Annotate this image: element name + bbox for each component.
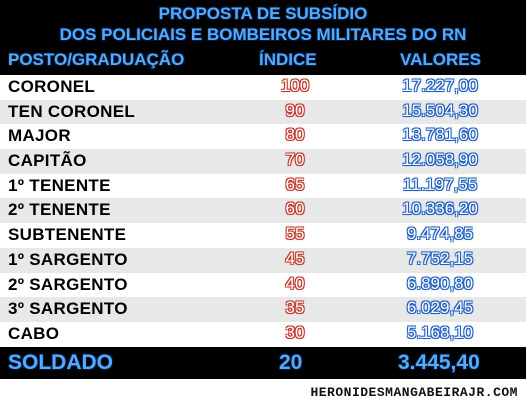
- index-cell: 90: [285, 100, 305, 120]
- table-row: 1º TENENTE 65 11.197,55: [0, 173, 526, 199]
- value-cell: 6.029,45: [406, 298, 474, 318]
- value-cell: 11.197,55: [402, 174, 478, 194]
- table-row: MAJOR 80 13.781,60: [0, 124, 526, 150]
- watermark: HERONIDESMANGABEIRAJR.COM: [310, 385, 518, 400]
- rank-cell: 1º SARGENTO: [8, 249, 128, 269]
- index-cell: 70: [285, 150, 305, 170]
- value-cell: 6.890,80: [406, 273, 474, 293]
- highlight-row-soldado: SOLDADO 20 3.445,40: [0, 347, 526, 379]
- table-row: 2º TENENTE 60 10.336,20: [0, 198, 526, 224]
- highlight-rank: SOLDADO: [8, 351, 113, 374]
- highlight-value: 3.445,40: [398, 351, 480, 374]
- table-row: SUBTENENTE 55 9.474,85: [0, 223, 526, 248]
- table-row: 2º SARGENTO 40 6.890,80: [0, 272, 526, 298]
- highlight-index: 20: [279, 351, 303, 374]
- rank-cell: 2º SARGENTO: [8, 274, 128, 294]
- rank-cell: MAJOR: [8, 126, 71, 146]
- value-cell: 12.058,90: [402, 150, 478, 170]
- rank-cell: 2º TENENTE: [8, 200, 111, 220]
- table-body: CORONEL 100 17.227,00 TEN CORONEL 90 15.…: [0, 75, 526, 347]
- index-cell: 80: [285, 125, 305, 145]
- index-cell: 55: [285, 224, 305, 244]
- rank-cell: CORONEL: [8, 77, 96, 96]
- title-line-2: DOS POLICIAIS E BOMBEIROS MILITARES DO R…: [0, 24, 526, 48]
- rank-cell: 1º TENENTE: [8, 175, 111, 195]
- table-row: CABO 30 5.168,10: [0, 321, 526, 347]
- index-cell: 45: [285, 248, 305, 268]
- table-row: CAPITÃO 70 12.058,90: [0, 149, 526, 174]
- index-cell: 65: [285, 174, 305, 194]
- value-cell: 5.168,10: [406, 322, 474, 342]
- value-cell: 17.227,00: [402, 76, 478, 95]
- value-cell: 10.336,20: [402, 199, 478, 219]
- value-cell: 9.474,85: [406, 224, 474, 244]
- index-cell: 30: [285, 322, 305, 342]
- rank-cell: TEN CORONEL: [8, 101, 136, 121]
- rank-cell: 3º SARGENTO: [8, 299, 128, 319]
- rank-cell: CABO: [8, 323, 60, 343]
- column-header-row: POSTO/GRADUAÇÃO ÍNDICE VALORES: [0, 48, 526, 75]
- index-cell: 100: [280, 76, 310, 95]
- table-row: CORONEL 100 17.227,00: [0, 75, 526, 100]
- value-cell: 7.752,15: [406, 248, 474, 268]
- index-cell: 35: [285, 298, 305, 318]
- index-cell: 60: [285, 199, 305, 219]
- value-cell: 15.504,30: [402, 100, 478, 120]
- table-row: 1º SARGENTO 45 7.752,15: [0, 247, 526, 273]
- value-cell: 13.781,60: [402, 125, 478, 145]
- rank-cell: CAPITÃO: [8, 151, 87, 171]
- rank-cell: SUBTENENTE: [8, 225, 127, 245]
- title-line-1: PROPOSTA DE SUBSÍDIO: [0, 0, 526, 24]
- column-header-rank: POSTO/GRADUAÇÃO: [8, 50, 185, 69]
- table-row: 3º SARGENTO 35 6.029,45: [0, 297, 526, 322]
- column-header-index: ÍNDICE: [259, 50, 317, 69]
- table-row: TEN CORONEL 90 15.504,30: [0, 99, 526, 125]
- index-cell: 40: [285, 273, 305, 293]
- column-header-value: VALORES: [400, 50, 481, 69]
